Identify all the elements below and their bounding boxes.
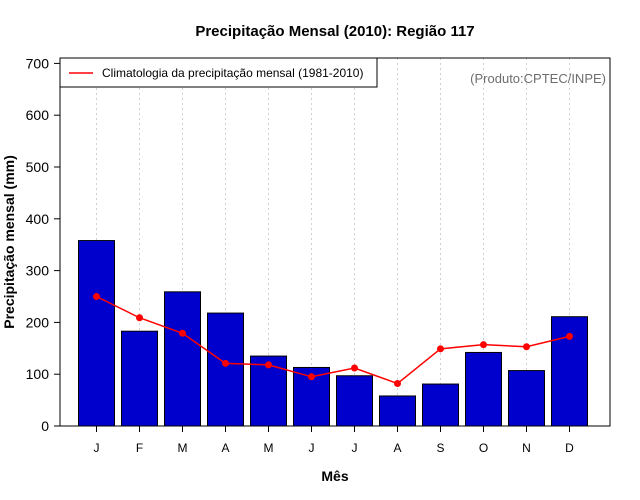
y-tick-label: 400 (26, 211, 50, 227)
x-tick-label: M (264, 441, 274, 455)
bar-series (78, 240, 588, 427)
bar (164, 291, 201, 427)
climatology-line (96, 295, 570, 385)
bar (336, 375, 373, 427)
x-tick-label: F (136, 441, 143, 455)
x-tick-label: J (94, 441, 100, 455)
climatology-point (523, 343, 530, 351)
chart-title: Precipitação Mensal (2010): Região 117 (195, 23, 474, 40)
bar (78, 240, 115, 427)
x-axis-label: Mês (321, 468, 348, 484)
bar (422, 383, 459, 427)
y-tick-label: 0 (41, 418, 49, 434)
x-tick-label: N (522, 441, 531, 455)
climatology-point (136, 314, 143, 322)
climatology-series (93, 293, 573, 388)
y-tick-label: 500 (26, 159, 50, 175)
climatology-point (566, 332, 573, 340)
climatology-point (265, 361, 272, 369)
source-annotation: (Produto:CPTEC/INPE) (470, 71, 606, 86)
climatology-point (308, 373, 315, 381)
climatology-point (394, 380, 401, 388)
legend-box (59, 57, 378, 88)
bar (121, 330, 158, 427)
climatology-point (179, 329, 186, 337)
x-tick-label: A (393, 441, 401, 455)
x-tick-label: M (178, 441, 188, 455)
bar (207, 312, 244, 427)
x-tick-label: A (221, 441, 229, 455)
legend: Climatologia da precipitação mensal (198… (59, 57, 378, 88)
y-tick-label: 200 (26, 314, 50, 330)
y-tick-label: 100 (26, 366, 50, 382)
climatology-point (222, 359, 229, 367)
y-axis-label: Precipitação mensal (mm) (1, 155, 17, 329)
x-tick-label: S (436, 441, 444, 455)
climatology-point (93, 293, 100, 300)
climatology-point (437, 345, 444, 353)
bar (379, 395, 416, 427)
y-axis: 0 100 200 300 400 500 600 700 (26, 55, 60, 434)
bar (508, 370, 545, 427)
x-tick-label: D (565, 441, 574, 455)
x-tick-label: J (352, 441, 358, 455)
legend-label: Climatologia da precipitação mensal (198… (102, 66, 363, 80)
y-tick-label: 700 (26, 55, 50, 71)
y-tick-label: 600 (26, 107, 50, 123)
climatology-point (351, 364, 358, 372)
y-tick-label: 300 (26, 263, 50, 279)
climatology-point (480, 341, 487, 349)
bar (465, 351, 502, 427)
x-tick-label: J (309, 441, 315, 455)
x-tick-label: O (479, 441, 488, 455)
